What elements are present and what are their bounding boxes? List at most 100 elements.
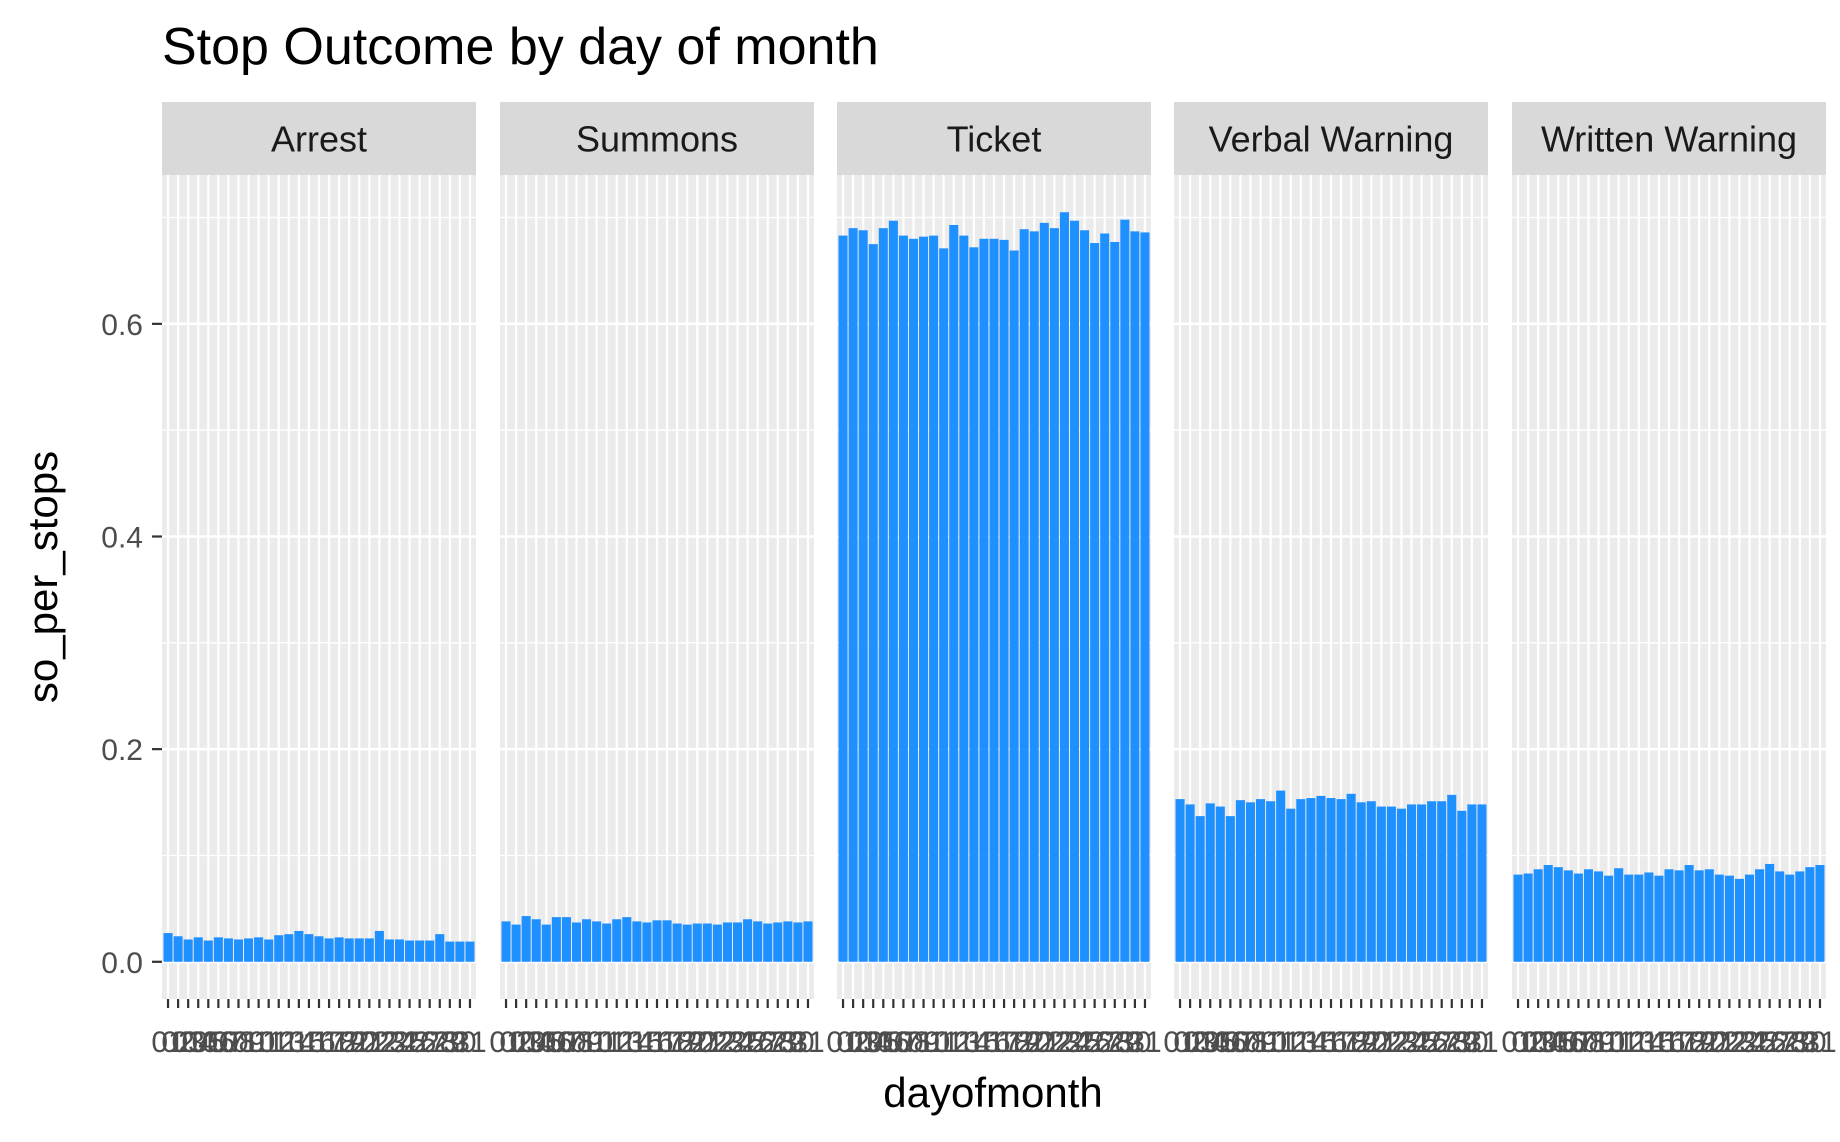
x-tick-label: 23 [1048,1026,1081,1059]
bar-08 [233,939,244,962]
x-tick-label: 17 [1662,1026,1695,1059]
x-tick-label: 04 [1194,1026,1227,1059]
facet-panel-written-warning: Written Warning0102030405060708091011121… [1501,102,1837,1059]
bar-24 [1069,220,1080,962]
facet-panel-arrest: Arrest 0102030405060708091011121314151617… [151,102,487,1059]
x-tick-label: 16 [1652,1026,1685,1059]
facet-strip [1512,102,1826,175]
bar-31 [803,921,813,962]
bar-07 [898,235,908,962]
bar-12 [1624,874,1634,962]
x-tick-label: 15 [630,1026,663,1059]
bar-22 [1386,806,1396,962]
x-tick-label: 16 [977,1026,1010,1059]
x-tick-label: 03 [1183,1026,1216,1059]
bar-12 [274,935,284,962]
bar-23 [1734,878,1744,962]
x-tick-label: 17 [987,1026,1020,1059]
bar-08 [1245,802,1256,962]
bar-28 [773,922,783,962]
bar-21 [364,938,374,962]
bar-22 [1724,875,1734,962]
x-tick-label: 18 [660,1026,693,1059]
x-tick-label: 11 [591,1026,622,1059]
bar-24 [394,939,405,962]
x-tick-label: 28 [1773,1026,1806,1059]
x-tick-label: 20 [1693,1026,1726,1059]
bar-29 [445,941,455,962]
bar-03 [183,939,193,962]
x-tick-label: 13 [1622,1026,1655,1059]
x-tick-label: 04 [520,1026,553,1059]
x-tick-label: 04 [1532,1026,1565,1059]
x-tick-label: 24 [383,1026,416,1059]
bar-08 [1583,869,1594,962]
x-tick-label: 19 [671,1026,704,1059]
x-tick-label: 29 [1445,1026,1478,1059]
x-tick-label: 08 [1572,1026,1605,1059]
bar-12 [612,919,622,962]
bar-09 [582,919,592,962]
x-tick-label: 03 [509,1026,542,1059]
x-tick-label: 20 [1355,1026,1388,1059]
bar-15 [304,934,314,962]
x-tick-label: 23 [1723,1026,1756,1059]
bar-26 [753,921,763,962]
bar-27 [763,923,773,962]
x-tick-label: 14 [620,1026,653,1059]
bar-26 [1765,863,1775,962]
facet-strip-label: Summons [576,119,738,160]
bar-28 [435,934,445,962]
bar-31 [1140,232,1150,962]
bar-23 [1059,212,1069,962]
bar-03 [858,230,868,962]
x-tick-label: 17 [650,1026,683,1059]
x-tick-label: 22 [1375,1026,1408,1059]
x-tick-label: 01 [151,1026,184,1059]
bar-20 [692,923,702,962]
facet-strip [162,102,476,175]
x-tick-label: 16 [1314,1026,1347,1059]
x-tick-label: 24 [1058,1026,1091,1059]
x-tick-label: 25 [393,1026,426,1059]
bar-25 [743,919,753,962]
bar-14 [1306,798,1316,962]
x-tick-label: 04 [182,1026,215,1059]
bar-21 [702,923,712,962]
bar-14 [294,930,304,962]
bar-14 [1644,872,1654,962]
bar-16 [989,238,999,962]
bar-07 [561,917,571,962]
bar-11 [939,248,949,962]
bar-16 [314,936,324,962]
bar-11 [602,923,612,962]
y-tick-label: 0.6 [101,309,143,342]
chart-title: Stop Outcome by day of month [162,18,879,76]
x-tick-label: 01 [1501,1026,1534,1059]
facet-strip-label: Written Warning [1541,119,1797,160]
bar-09 [244,938,254,962]
x-tick-label: 14 [1294,1026,1327,1059]
bar-03 [1195,816,1205,962]
bar-06 [551,917,561,962]
x-tick-label: 14 [282,1026,315,1059]
x-tick-label: 07 [1224,1026,1257,1059]
x-tick-label: 21 [691,1026,724,1059]
x-tick-label: 28 [423,1026,456,1059]
x-tick-label: 24 [721,1026,754,1059]
bar-31 [1477,804,1487,962]
x-tick-label: 07 [550,1026,583,1059]
bar-13 [1634,874,1644,962]
x-tick-label: 13 [272,1026,305,1059]
x-tick-label: 27 [1425,1026,1458,1059]
x-tick-label: 20 [681,1026,714,1059]
x-tick-label: 03 [846,1026,879,1059]
bar-18 [672,923,682,962]
y-axis-title: so_per_stops [19,451,66,703]
x-tick-label: 07 [1562,1026,1595,1059]
x-tick-label: 28 [1435,1026,1468,1059]
x-tick-label: 03 [1521,1026,1554,1059]
bar-13 [959,235,969,962]
x-tick-label: 10 [242,1026,275,1059]
